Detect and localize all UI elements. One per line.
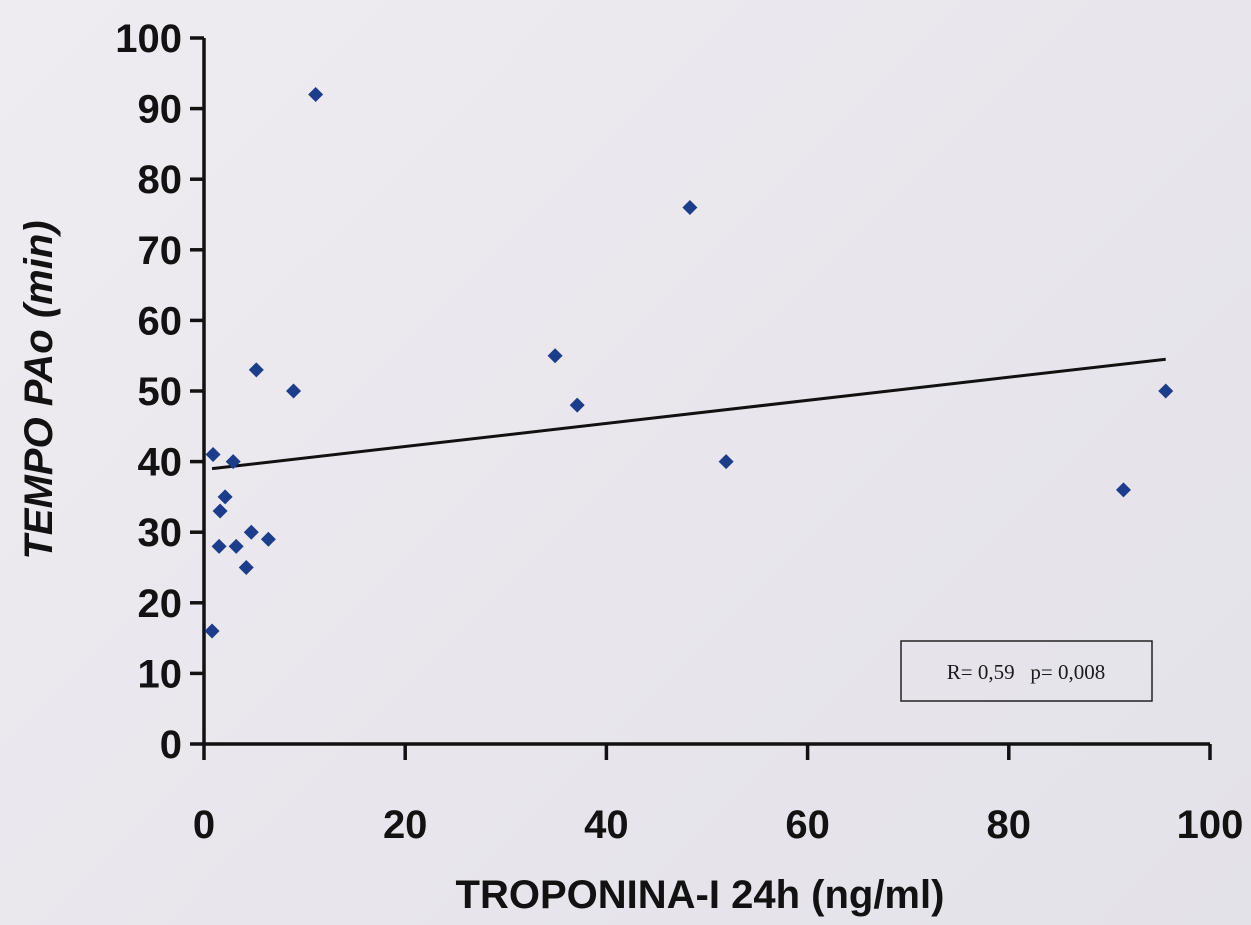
y-tick-label: 90 xyxy=(138,88,183,132)
y-tick-label: 30 xyxy=(138,511,183,555)
x-tick-label: 60 xyxy=(785,803,830,847)
annotation-text: R= 0,59 p= 0,008 xyxy=(947,660,1105,684)
data-point xyxy=(1115,482,1131,498)
x-tick-label: 80 xyxy=(987,803,1032,847)
data-point xyxy=(682,199,698,215)
y-tick-label: 60 xyxy=(138,299,183,343)
y-tick-label: 10 xyxy=(138,652,183,696)
x-tick-label: 0 xyxy=(193,803,215,847)
data-point xyxy=(217,489,233,505)
data-point xyxy=(569,397,585,413)
y-tick-label: 20 xyxy=(138,582,183,626)
x-tick-label: 40 xyxy=(584,803,629,847)
data-point xyxy=(286,383,302,399)
data-point xyxy=(243,524,259,540)
y-tick-label: 80 xyxy=(138,158,183,202)
y-tick-label: 100 xyxy=(115,17,182,61)
annotation-frame xyxy=(900,640,1153,702)
y-tick-label: 70 xyxy=(138,229,183,273)
data-point xyxy=(248,362,264,378)
x-axis-title: TROPONINA-I 24h (ng/ml) xyxy=(456,873,945,917)
trendline-group xyxy=(211,357,1166,471)
data-point xyxy=(205,447,221,463)
trendline xyxy=(211,357,1166,471)
x-tick-label: 100 xyxy=(1177,803,1244,847)
data-point xyxy=(718,454,734,470)
axes xyxy=(190,36,1212,760)
y-tick-label: 50 xyxy=(138,370,183,414)
data-point xyxy=(260,531,276,547)
data-points xyxy=(204,86,1174,639)
y-tick-label: 40 xyxy=(138,441,183,485)
data-point xyxy=(308,86,324,102)
y-axis-title: TEMPO PAo (min) xyxy=(17,220,61,559)
tick-labels: 0 10 20 30 40 50 60 70 80 90 100 0 20 40 60 80 100 xyxy=(115,17,1243,847)
data-point xyxy=(547,348,563,364)
y-tick-label: 0 xyxy=(160,723,182,767)
data-point xyxy=(1158,383,1174,399)
data-point xyxy=(225,454,241,470)
data-point xyxy=(211,538,227,554)
data-point xyxy=(212,503,228,519)
data-point xyxy=(228,538,244,554)
annotation-box: R= 0,59 p= 0,008 xyxy=(900,640,1153,702)
data-point xyxy=(238,560,254,575)
x-tick-label: 20 xyxy=(383,803,428,847)
data-point xyxy=(204,623,220,639)
